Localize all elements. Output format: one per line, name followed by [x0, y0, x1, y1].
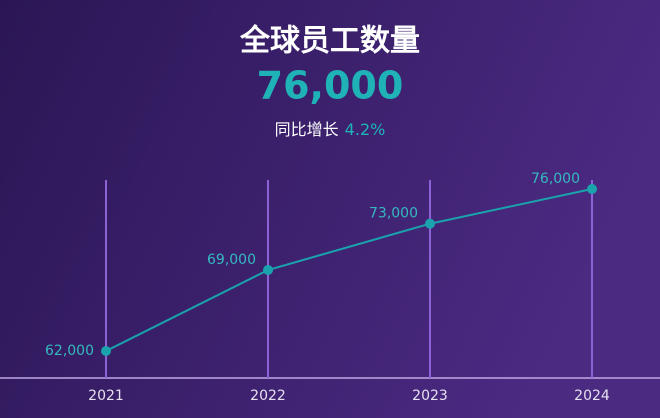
x-tick-label: 2022: [250, 388, 286, 404]
data-point: [101, 346, 111, 356]
data-point: [425, 218, 435, 229]
data-label: 76,000: [531, 171, 580, 187]
growth-line: 同比增长 4.2%: [275, 120, 386, 139]
data-label: 69,000: [207, 252, 256, 268]
data-point: [263, 265, 273, 275]
headline-value: 76,000: [257, 64, 404, 108]
x-tick-label: 2024: [574, 388, 610, 404]
x-tick-label: 2023: [412, 388, 448, 404]
data-line: [105, 188, 593, 352]
x-tick-label: 2021: [88, 388, 124, 404]
growth-value: 4.2%: [345, 120, 386, 139]
data-point: [587, 184, 597, 194]
growth-label: 同比增长: [275, 120, 339, 139]
data-label: 62,000: [45, 343, 94, 359]
data-label: 73,000: [369, 206, 418, 222]
chart-title: 全球员工数量: [239, 24, 420, 59]
